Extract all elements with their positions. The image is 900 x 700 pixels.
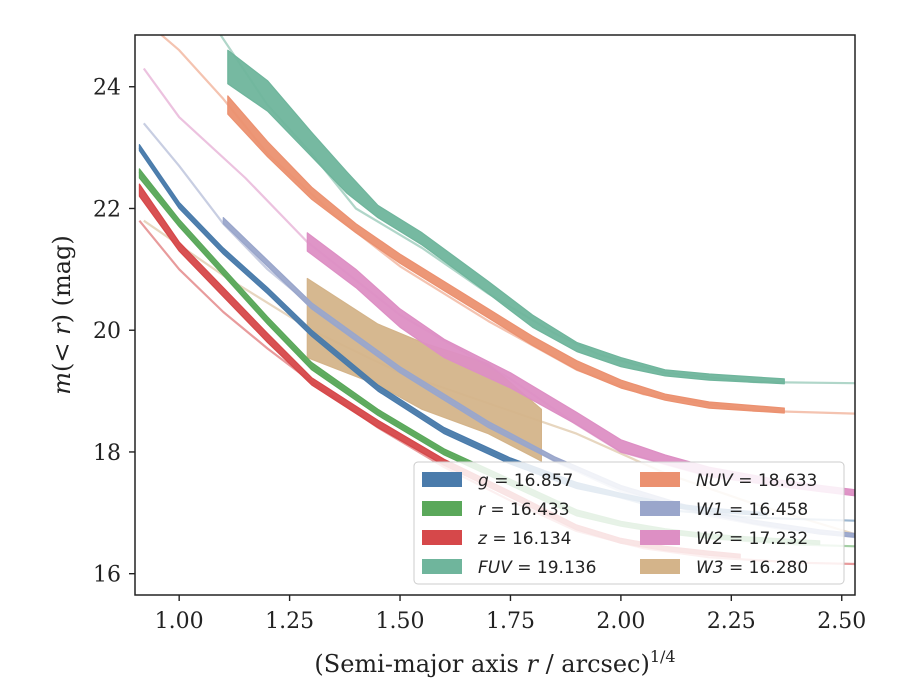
x-tick-label: 2.25 xyxy=(707,609,756,634)
y-tick-label: 18 xyxy=(93,441,121,466)
y-tick-label: 22 xyxy=(93,197,121,222)
x-tick-label: 2.00 xyxy=(596,609,645,634)
legend-item-r: r = 16.433 xyxy=(422,500,570,520)
y-tick-label: 24 xyxy=(93,76,121,101)
legend-label: FUV = 19.136 xyxy=(478,558,596,578)
legend-swatch xyxy=(422,530,462,545)
legend-label: W2 = 17.232 xyxy=(696,529,808,549)
legend-item-z: z = 16.134 xyxy=(422,529,571,549)
x-tick-label: 2.50 xyxy=(817,609,866,634)
x-tick-label: 1.25 xyxy=(265,609,314,634)
x-tick-label: 1.75 xyxy=(486,609,535,634)
series-fuv xyxy=(219,35,855,385)
legend-frame xyxy=(413,461,845,585)
x-tick-label: 1.50 xyxy=(376,609,425,634)
band-fuv xyxy=(227,49,785,385)
legend-item-fuv: FUV = 19.136 xyxy=(422,558,596,578)
legend-swatch xyxy=(640,472,680,487)
band-w1 xyxy=(222,217,855,538)
legend-swatch xyxy=(422,472,462,487)
legend-item-nuv: NUV = 18.633 xyxy=(640,471,817,491)
legend-item-w1: W1 = 16.458 xyxy=(640,500,808,520)
legend-item-w3: W3 = 16.280 xyxy=(640,558,808,578)
y-axis-label: m(< r) (mag) xyxy=(48,235,76,395)
y-tick-label: 20 xyxy=(93,319,121,344)
ticks-layer: 1.00 1.25 1.50 1.75 2.00 2.25 2.50 16 18 20 22 24 xyxy=(93,76,866,634)
legend-swatch xyxy=(640,501,680,516)
legend-label: z = 16.134 xyxy=(477,529,571,549)
legend-label: W3 = 16.280 xyxy=(696,558,808,578)
x-tick-label: 1.00 xyxy=(155,609,204,634)
legend-label: r = 16.433 xyxy=(478,500,570,520)
band-w2 xyxy=(306,232,855,497)
y-tick-label: 16 xyxy=(93,563,121,588)
plot-frame xyxy=(134,34,856,596)
x-axis-label: (Semi-major axis r / arcsec)1/4 xyxy=(314,647,675,678)
series-nuv xyxy=(159,35,855,415)
legend-swatch xyxy=(422,501,462,516)
legend-item-w2: W2 = 17.232 xyxy=(640,529,808,549)
legend-label: g = 16.857 xyxy=(478,471,573,491)
band-nuv xyxy=(227,95,785,414)
legend-swatch xyxy=(640,530,680,545)
legend-label: W1 = 16.458 xyxy=(696,500,808,520)
legend-item-g: g = 16.857 xyxy=(422,471,573,491)
legend-label: NUV = 18.633 xyxy=(696,471,817,491)
legend-swatch xyxy=(422,559,462,574)
legend: g = 16.857 r = 16.433 z = 16.134 FUV = 19.1… xyxy=(413,461,845,585)
legend-swatch xyxy=(640,559,680,574)
band-w3 xyxy=(306,277,542,462)
